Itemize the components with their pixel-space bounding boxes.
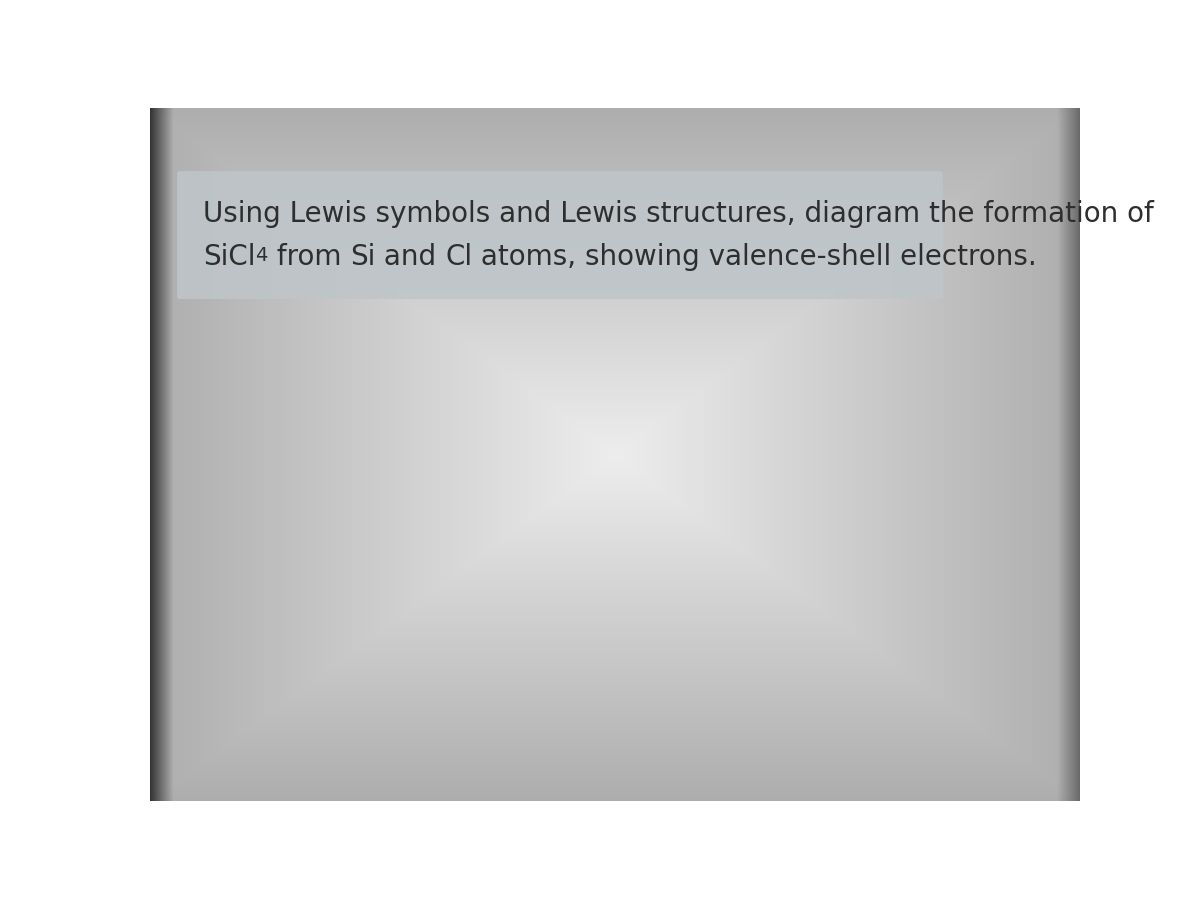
Text: Si: Si: [350, 243, 376, 271]
Text: and: and: [376, 243, 445, 271]
Text: atoms, showing valence-shell electrons.: atoms, showing valence-shell electrons.: [473, 243, 1037, 271]
Text: SiCl: SiCl: [203, 243, 256, 271]
FancyBboxPatch shape: [178, 171, 943, 299]
Text: 4: 4: [256, 246, 268, 265]
Text: Using Lewis symbols and Lewis structures, diagram the formation of: Using Lewis symbols and Lewis structures…: [203, 201, 1153, 229]
Text: Cl: Cl: [445, 243, 473, 271]
Text: from: from: [268, 243, 350, 271]
